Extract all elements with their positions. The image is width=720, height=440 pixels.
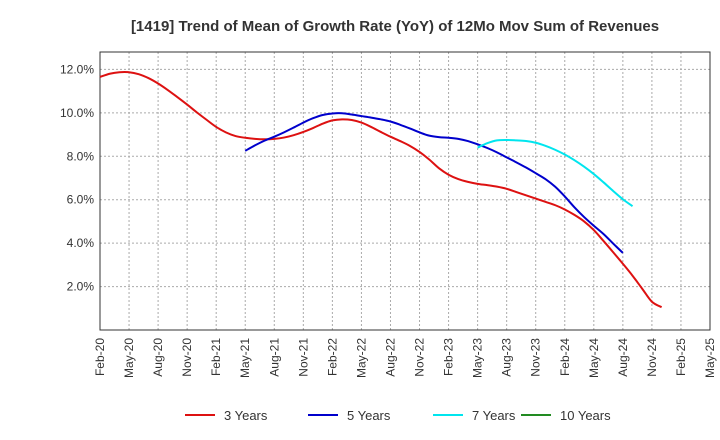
- y-tick-label: 4.0%: [67, 236, 95, 250]
- x-tick-label: Aug-24: [616, 338, 630, 377]
- x-tick-label: Feb-22: [325, 338, 339, 376]
- series-line-3-years: [99, 70, 663, 309]
- x-tick-label: May-20: [122, 338, 136, 378]
- x-tick-label: Feb-23: [442, 338, 456, 376]
- x-tick-label: Aug-20: [151, 338, 165, 377]
- series-line-5-years: [244, 112, 624, 254]
- y-tick-label: 8.0%: [67, 149, 95, 163]
- x-tick-label: Nov-22: [413, 338, 427, 377]
- plot-frame: [99, 51, 711, 331]
- x-tick-label: Nov-24: [645, 338, 659, 377]
- legend-label-3-years: 3 Years: [224, 408, 268, 423]
- y-tick-label: 12.0%: [60, 62, 94, 76]
- series-line-7-years: [477, 138, 634, 208]
- legend: 3 Years 5 Years 7 Years 10 Years: [185, 408, 611, 423]
- y-tick-label: 6.0%: [67, 193, 95, 207]
- x-tick-label: Feb-20: [93, 338, 107, 376]
- x-tick-label: Aug-21: [267, 338, 281, 377]
- x-tick-label: Feb-25: [674, 338, 688, 376]
- x-tick-label: Aug-22: [383, 338, 397, 377]
- x-tick-label: May-22: [354, 338, 368, 378]
- grid-layer: [100, 52, 710, 330]
- series-layer: [99, 70, 663, 309]
- x-tick-label: Feb-21: [209, 338, 223, 376]
- x-tick-label: Nov-23: [529, 338, 543, 377]
- y-tick-label: 10.0%: [60, 106, 94, 120]
- y-axis: 2.0% 4.0% 6.0% 8.0% 10.0% 12.0%: [60, 62, 94, 293]
- x-tick-label: Aug-23: [500, 338, 514, 377]
- y-tick-label: 2.0%: [67, 280, 95, 294]
- x-tick-label: May-23: [471, 338, 485, 378]
- x-tick-label: May-21: [238, 338, 252, 378]
- x-tick-label: Nov-20: [180, 338, 194, 377]
- x-tick-label: May-24: [587, 338, 601, 378]
- legend-label-10-years: 10 Years: [560, 408, 611, 423]
- chart-title: [1419] Trend of Mean of Growth Rate (YoY…: [131, 18, 659, 35]
- legend-label-5-years: 5 Years: [347, 408, 391, 423]
- x-tick-label: May-25: [703, 338, 717, 378]
- x-axis: Feb-20 May-20 Aug-20 Nov-20 Feb-21 May-21 Aug-…: [93, 338, 717, 378]
- x-tick-label: Nov-21: [296, 338, 310, 377]
- x-tick-label: Feb-24: [558, 338, 572, 376]
- legend-label-7-years: 7 Years: [472, 408, 516, 423]
